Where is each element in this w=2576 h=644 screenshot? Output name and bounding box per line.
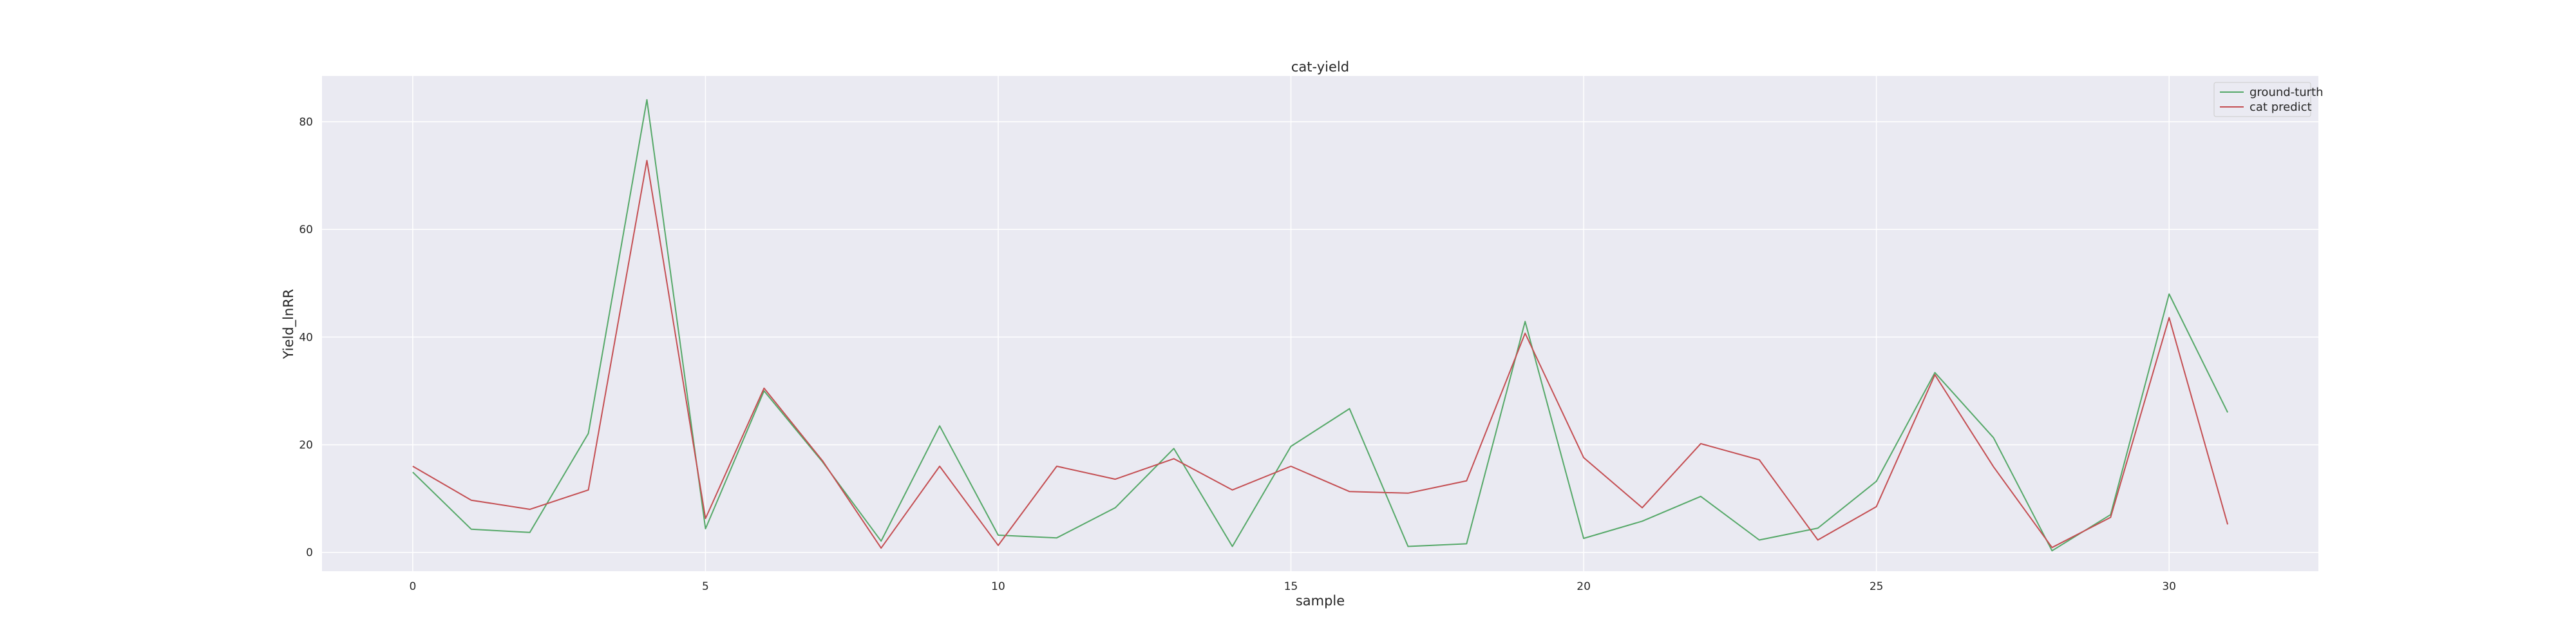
x-tick-label: 30 xyxy=(2162,580,2176,593)
legend: ground-turth cat predict xyxy=(2213,82,2324,117)
legend-label-cat-predict: cat predict xyxy=(2249,100,2312,114)
x-tick-label: 25 xyxy=(1870,580,1884,593)
y-tick-label: 40 xyxy=(299,331,313,344)
x-axis-label: sample xyxy=(1296,593,1345,609)
series-layer xyxy=(412,99,2229,552)
y-tick-label: 0 xyxy=(306,547,313,560)
y-tick-labels: 0 20 40 60 80 xyxy=(299,116,313,560)
y-tick-label: 60 xyxy=(299,223,313,236)
x-tick-label: 20 xyxy=(1577,580,1591,593)
series-line-cat-predict xyxy=(412,160,2229,549)
series-line-ground-turth xyxy=(412,99,2228,552)
plot-area xyxy=(322,76,2318,571)
x-tick-labels: 0 5 10 15 20 25 30 xyxy=(409,580,2176,593)
y-tick-label: 20 xyxy=(299,439,313,452)
x-tick-label: 15 xyxy=(1284,580,1298,593)
x-tick-label: 5 xyxy=(702,580,709,593)
legend-box xyxy=(2213,82,2311,117)
x-tick-label: 10 xyxy=(991,580,1005,593)
x-tick-label: 0 xyxy=(409,580,416,593)
chart-title: cat-yield xyxy=(1291,59,1349,75)
y-axis-label: Yield_lnRR xyxy=(281,289,297,360)
legend-label-ground-turth: ground-turth xyxy=(2249,86,2324,99)
grid xyxy=(322,76,2318,571)
y-tick-label: 80 xyxy=(299,116,313,129)
